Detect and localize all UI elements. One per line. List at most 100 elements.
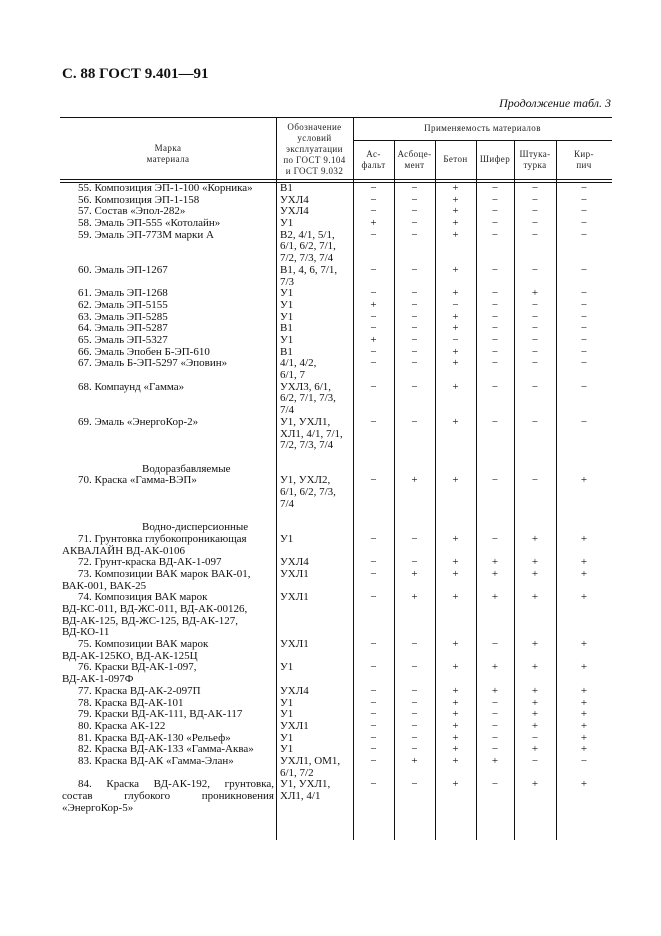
not-applicable-mark: − — [580, 217, 588, 230]
not-applicable-mark: − — [580, 182, 588, 194]
material-name-line: 61. Эмаль ЭП-1268 — [78, 287, 168, 300]
not-applicable-mark: − — [411, 298, 418, 311]
operating-conditions-line: УХЛ1 — [280, 638, 309, 651]
header-text: Обозначение — [287, 122, 342, 132]
applicable-mark: + — [491, 661, 499, 674]
material-name-line: 71. Грунтовка глубокопроникающая — [78, 532, 247, 545]
operating-conditions-line: У1, УХЛ1, — [280, 415, 331, 428]
applicable-mark: + — [580, 532, 588, 545]
not-applicable-mark: − — [370, 380, 377, 393]
applicable-mark: + — [531, 567, 539, 580]
applicable-mark: + — [491, 567, 499, 580]
applicable-mark: + — [531, 743, 539, 756]
header-material-3: Шифер — [476, 154, 514, 165]
operating-conditions-line: УХЛ4 — [280, 684, 309, 697]
applicable-mark: + — [452, 743, 459, 756]
operating-conditions-line: 6/1, 6/2, 7/3, — [280, 486, 336, 499]
not-applicable-mark: − — [531, 345, 539, 358]
material-name-line: 65. Эмаль ЭП-5327 — [78, 333, 168, 346]
not-applicable-mark: − — [531, 415, 539, 428]
applicable-mark: + — [580, 638, 588, 651]
table-row: 78. Краска ВД-АК-101 У1 − − + − + + — [60, 697, 612, 710]
not-applicable-mark: − — [580, 298, 588, 311]
not-applicable-mark: − — [491, 743, 499, 756]
applicable-mark: + — [531, 638, 539, 651]
operating-conditions-line: В1 — [280, 322, 293, 335]
not-applicable-mark: − — [370, 754, 377, 767]
operating-conditions: У1 — [280, 310, 358, 324]
material-name: 79. Краски ВД-АК-111, ВД-АК-117 — [60, 709, 274, 721]
applicable-mark: + — [580, 778, 588, 791]
applicable-mark: + — [452, 228, 459, 241]
not-applicable-mark: − — [580, 415, 588, 428]
header-text: условий — [297, 133, 332, 143]
applicable-mark: + — [580, 567, 588, 580]
material-name-line: 72. Грунт-краска ВД-АК-1-097 — [78, 556, 222, 569]
not-applicable-mark: − — [411, 661, 418, 674]
operating-conditions-line: У1 — [280, 661, 294, 674]
header-text: и ГОСТ 9.032 — [285, 166, 344, 176]
applicable-mark: + — [531, 719, 539, 732]
operating-conditions-line: В1 — [280, 182, 293, 194]
material-name-line: 69. Эмаль «ЭнергоКор-2» — [78, 415, 199, 428]
material-name: 76. Краски ВД-АК-1-097, ВД-АК-1-097Ф — [60, 662, 274, 685]
material-name-line: АКВАЛАЙН ВД-АК-0106 — [62, 544, 185, 557]
material-name: 66. Эмаль Эпобен Б-ЭП-610 — [60, 346, 274, 359]
operating-conditions-line: В1 — [280, 345, 293, 358]
not-applicable-mark: − — [411, 743, 418, 756]
not-applicable-mark: − — [370, 474, 377, 487]
not-applicable-mark: − — [370, 591, 377, 604]
applicable-mark: + — [411, 567, 418, 580]
not-applicable-mark: − — [370, 228, 377, 241]
not-applicable-mark: − — [370, 345, 377, 358]
table-row: 77. Краска ВД-АК-2-097П УХЛ4 − − + + + + — [60, 684, 612, 698]
not-applicable-mark: − — [491, 298, 499, 311]
not-applicable-mark: − — [370, 556, 377, 569]
applicable-mark: + — [452, 731, 459, 744]
header-text: Кир- — [574, 149, 594, 159]
applicable-mark: + — [580, 708, 588, 721]
applicable-mark: + — [452, 474, 459, 487]
applicable-mark: + — [580, 719, 588, 732]
not-applicable-mark: − — [491, 310, 499, 323]
not-applicable-mark: − — [491, 415, 499, 428]
header-text: Марка — [154, 143, 182, 153]
not-applicable-mark: − — [531, 193, 539, 206]
not-applicable-mark: − — [491, 380, 499, 393]
applicable-mark: + — [491, 684, 499, 697]
header-bottom-rule-2 — [60, 182, 612, 183]
not-applicable-mark: − — [531, 298, 539, 311]
operating-conditions: В1 — [280, 182, 358, 195]
applicable-mark: + — [370, 298, 377, 311]
not-applicable-mark: − — [531, 357, 539, 370]
material-name: 64. Эмаль ЭП-5287 — [60, 323, 274, 335]
material-name: 82. Краска ВД-АК-133 «Гамма-Аква» — [60, 744, 274, 756]
table-row: 81. Краска ВД-АК-130 «Рельеф» У1 − − + − − + — [60, 731, 612, 745]
applicable-mark: + — [580, 591, 588, 604]
applicable-mark: + — [370, 217, 377, 230]
operating-conditions-line: 6/2, 7/1, 7/3, — [280, 392, 336, 405]
not-applicable-mark: − — [491, 205, 499, 218]
not-applicable-mark: − — [531, 263, 539, 276]
not-applicable-mark: − — [580, 380, 588, 393]
not-applicable-mark: − — [531, 474, 539, 487]
table-row: 56. Композиция ЭП-1-158 УХЛ4 − − + − − − — [60, 193, 612, 207]
material-name: 57. Состав «Эпол-282» — [60, 206, 274, 218]
table-row: 64. Эмаль ЭП-5287 В1 − − + − − − — [60, 323, 612, 335]
not-applicable-mark: − — [370, 731, 377, 744]
not-applicable-mark: − — [370, 415, 377, 428]
material-name-line: состав глубокого проникновения — [62, 790, 274, 803]
table-row: 59. Эмаль ЭП-773М марки А В2, 4/1, 5/1, 6/… — [60, 228, 612, 265]
material-name: 75. Композиции ВАК марок ВД-АК-125КО, ВД-… — [60, 638, 274, 662]
material-name-line: 75. Композиции ВАК марок — [78, 638, 209, 651]
operating-conditions-line: У1 — [280, 310, 294, 323]
table-row: 61. Эмаль ЭП-1268 У1 − − + − + − — [60, 288, 612, 300]
applicable-mark: + — [452, 205, 459, 218]
not-applicable-mark: − — [580, 345, 588, 358]
table-row: 66. Эмаль Эпобен Б-ЭП-610 В1 − − + − − − — [60, 345, 612, 359]
applicable-mark: + — [531, 661, 539, 674]
material-name-line: ВД-АК-1-097Ф — [62, 673, 134, 686]
header-text: фальт — [361, 160, 386, 170]
not-applicable-mark: − — [531, 333, 539, 346]
material-name-line: ВД-АК-125КО, ВД-АК-125Ц — [62, 649, 198, 662]
